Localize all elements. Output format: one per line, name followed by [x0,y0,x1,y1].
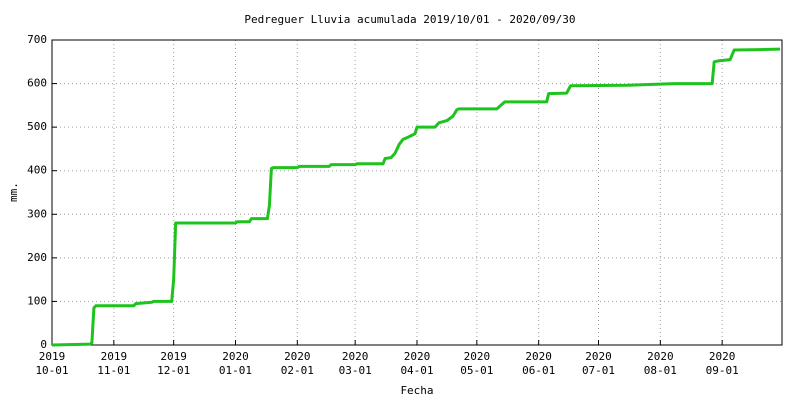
plot-frame [51,39,783,346]
x-tick-label: 2020 [585,350,612,363]
y-tick-label: 200 [27,251,47,264]
x-tick-label: 02-01 [281,364,314,377]
x-tick-label: 03-01 [339,364,372,377]
x-tick-label: 06-01 [522,364,555,377]
x-tick-label: 2020 [647,350,674,363]
x-tick-label: 09-01 [706,364,739,377]
y-tick-label: 600 [27,77,47,90]
data-line [51,47,781,347]
x-tick-label: 2020 [464,350,491,363]
x-tick-label: 2020 [222,350,249,363]
x-tick-label: 05-01 [460,364,493,377]
x-tick-label: 10-01 [35,364,68,377]
y-tick-label: 700 [27,33,47,46]
y-axis-label: mm. [7,182,20,202]
x-tick-label: 07-01 [582,364,615,377]
x-tick-label: 2020 [284,350,311,363]
x-tick-label: 2020 [342,350,369,363]
x-tick-label: 01-01 [219,364,252,377]
y-tick-label: 500 [27,120,47,133]
y-tick-label: 400 [27,164,47,177]
x-tick-label: 2019 [101,350,128,363]
y-tick-label: 300 [27,207,47,220]
y-tick-label: 100 [27,294,47,307]
x-tick-label: 12-01 [157,364,190,377]
x-tick-label: 2019 [160,350,187,363]
x-tick-label: 11-01 [97,364,130,377]
x-tick-label: 08-01 [644,364,677,377]
chart-title: Pedreguer Lluvia acumulada 2019/10/01 - … [244,13,575,26]
x-tick-label: 2020 [404,350,431,363]
x-tick-label: 2019 [39,350,66,363]
x-tick-label: 2020 [525,350,552,363]
y-tick-label: 0 [40,338,47,351]
x-axis-label: Fecha [400,384,433,397]
x-tick-label: 04-01 [400,364,433,377]
x-tick-label: 2020 [709,350,736,363]
